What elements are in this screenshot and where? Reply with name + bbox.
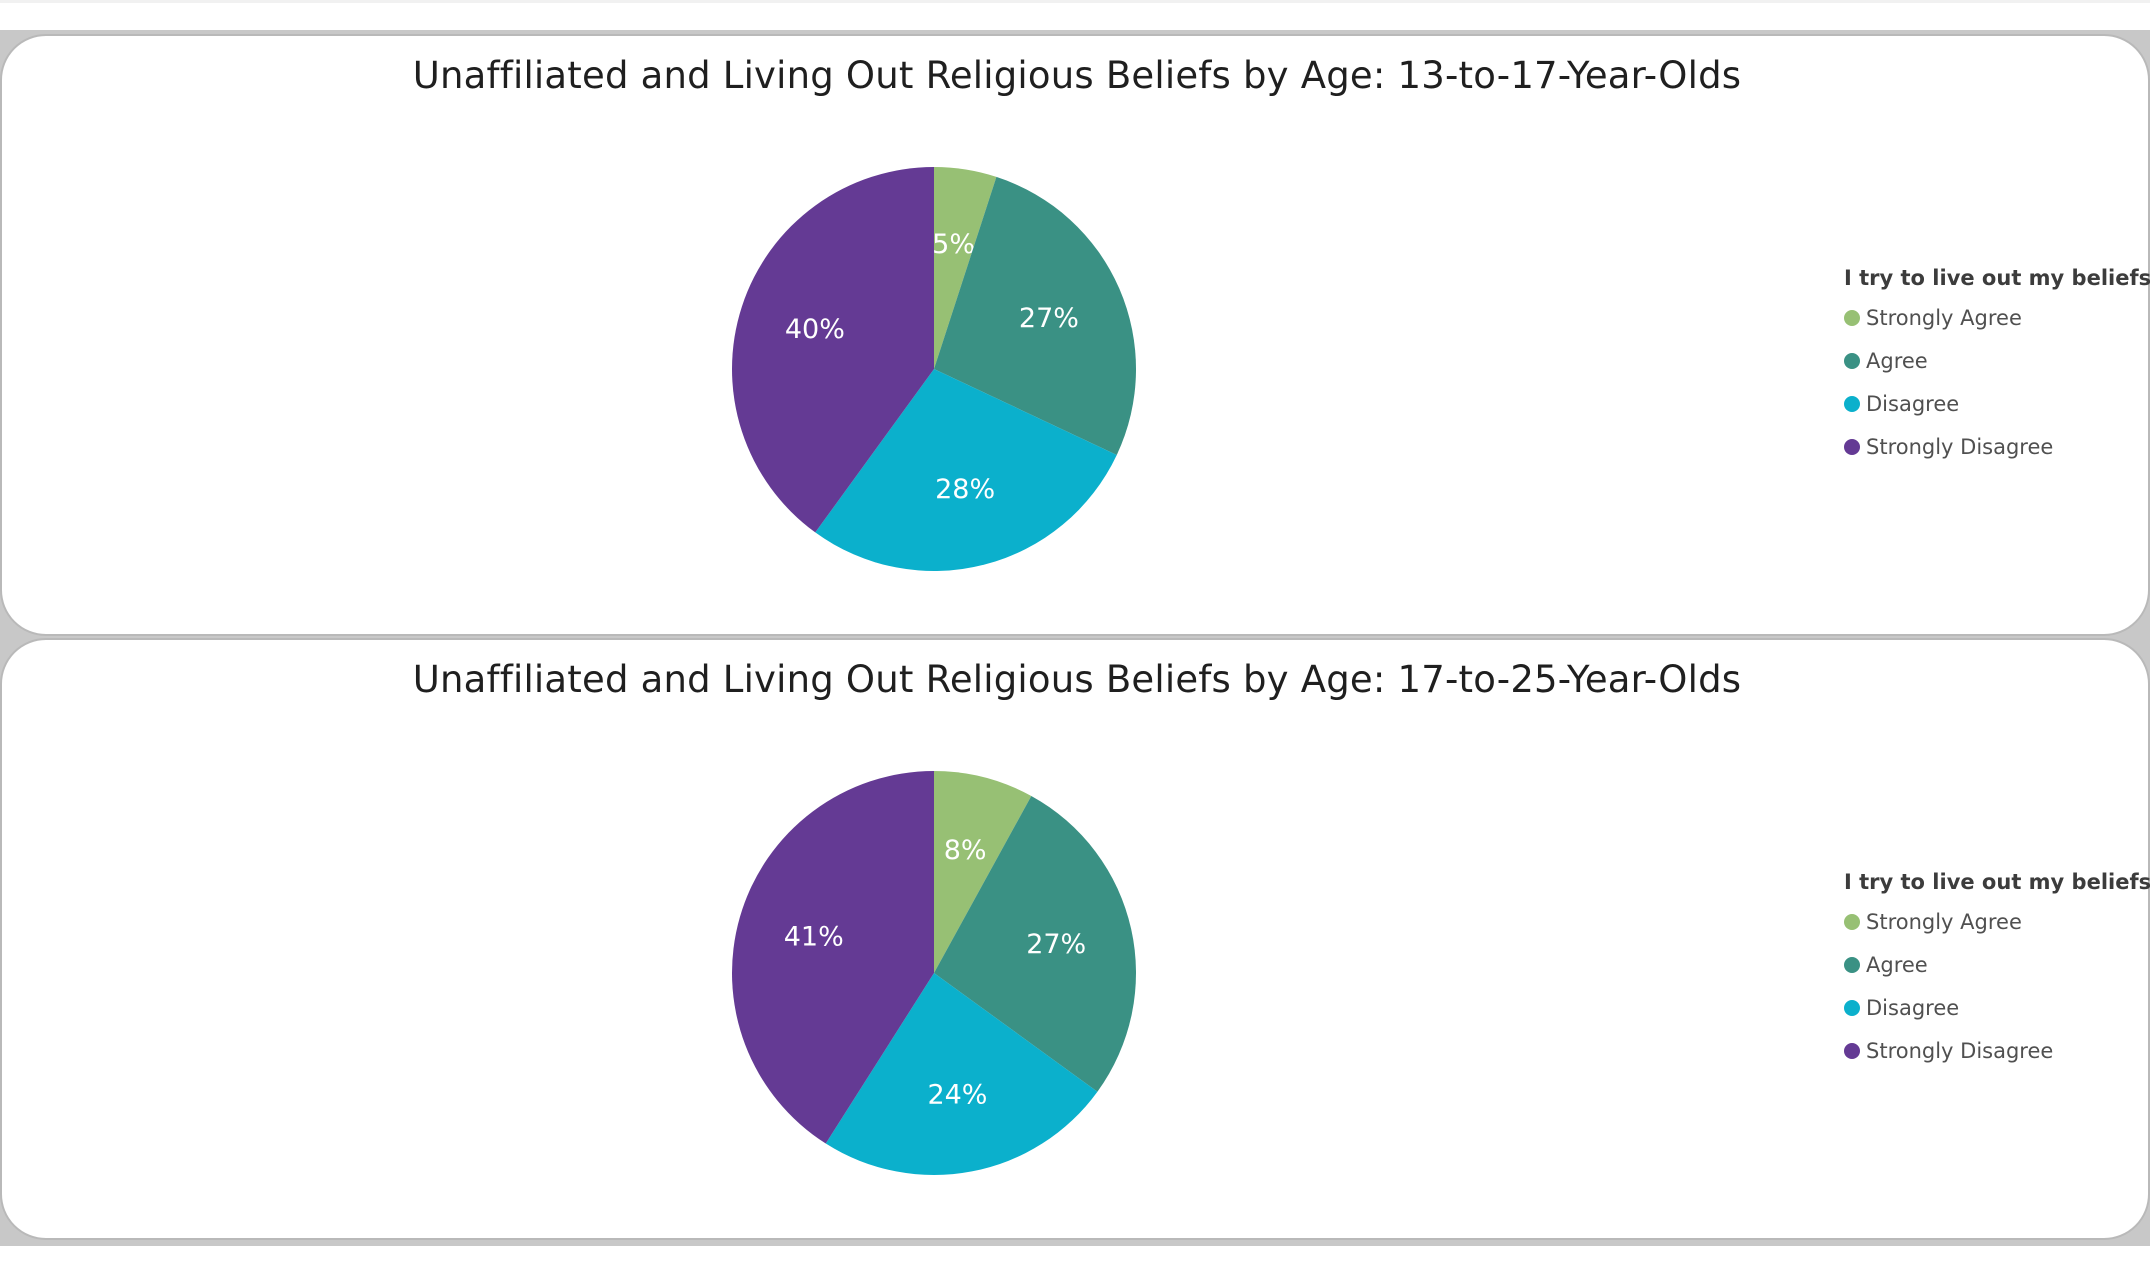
pie-slice-strongly-agree	[934, 771, 1032, 973]
pie-chart: 5% 27% 28% 40%	[732, 167, 1136, 571]
pie-slice-strongly-agree	[934, 167, 997, 369]
pie-slice-strongly-disagree	[732, 771, 934, 1144]
legend-item-disagree: Disagree	[1844, 382, 2144, 425]
legend-swatch	[1844, 913, 1860, 930]
chart-title: Unaffiliated and Living Out Religious Be…	[412, 658, 1742, 701]
pie-slice-disagree	[825, 973, 1098, 1175]
legend-item-disagree: Disagree	[1844, 986, 2144, 1029]
legend-item-agree: Agree	[1844, 339, 2144, 382]
legend: I try to live out my beliefs Strongly Ag…	[1844, 266, 2150, 468]
legend-label: Strongly Agree	[1866, 909, 2022, 934]
data-label-agree: 27%	[1026, 929, 1086, 960]
data-label-strongly-disagree: 40%	[785, 314, 845, 345]
legend-swatch	[1844, 999, 1860, 1016]
legend-swatch	[1844, 1042, 1860, 1059]
pie-chart: 8% 27% 24% 41%	[732, 771, 1136, 1175]
chart-title: Unaffiliated and Living Out Religious Be…	[412, 54, 1742, 97]
legend-swatch	[1844, 309, 1860, 326]
pie-slice-agree	[934, 176, 1136, 456]
legend: I try to live out my beliefs Strongly Ag…	[1844, 870, 2150, 1072]
data-label-strongly-agree: 8%	[944, 835, 987, 866]
legend-item-strongly-agree: Strongly Agree	[1844, 296, 2144, 339]
pie-slice-disagree	[815, 369, 1117, 571]
legend-swatch	[1844, 352, 1860, 369]
legend-swatch	[1844, 395, 1860, 412]
legend-item-agree: Agree	[1844, 943, 2144, 986]
legend-item-strongly-disagree: Strongly Disagree	[1844, 425, 2144, 468]
legend-label: Disagree	[1866, 995, 1960, 1020]
pie-slice-agree	[934, 795, 1136, 1092]
chart-panel-13-to-17: Unaffiliated and Living Out Religious Be…	[0, 34, 2150, 636]
pie-slice-strongly-disagree	[732, 167, 934, 533]
legend-label: Strongly Disagree	[1866, 434, 2054, 459]
legend-item-strongly-disagree: Strongly Disagree	[1844, 1029, 2144, 1072]
legend-swatch	[1844, 438, 1860, 455]
legend-label: Agree	[1866, 348, 1928, 373]
chart-panel-17-to-25: Unaffiliated and Living Out Religious Be…	[0, 638, 2150, 1240]
legend-label: Strongly Agree	[1866, 305, 2022, 330]
data-label-strongly-disagree: 41%	[784, 922, 844, 953]
legend-label: Strongly Disagree	[1866, 1038, 2054, 1063]
legend-title: I try to live out my beliefs	[1844, 870, 2150, 894]
data-label-agree: 27%	[1019, 303, 1079, 334]
data-label-strongly-agree: 5%	[932, 229, 975, 260]
legend-swatch	[1844, 956, 1860, 973]
legend-label: Disagree	[1866, 391, 1960, 416]
top-rule	[0, 0, 2150, 3]
data-label-disagree: 28%	[935, 474, 995, 505]
legend-item-strongly-agree: Strongly Agree	[1844, 900, 2144, 943]
data-label-disagree: 24%	[927, 1080, 987, 1111]
legend-title: I try to live out my beliefs	[1844, 266, 2150, 290]
legend-label: Agree	[1866, 952, 1928, 977]
